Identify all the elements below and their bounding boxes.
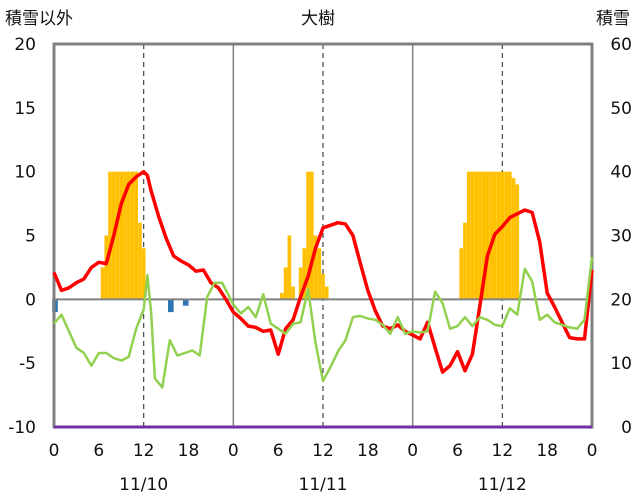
snow-bar (485, 171, 490, 300)
snow-bar (504, 171, 508, 300)
left-tick-label: 5 (25, 227, 36, 247)
snow-bar (291, 286, 295, 300)
snow-bar (515, 184, 520, 300)
snow-bar (474, 171, 479, 300)
x-tick-label: 0 (407, 441, 418, 461)
left-axis-title: 積雪以外 (5, 9, 73, 29)
snow-bar (283, 267, 288, 300)
snow-bar (478, 171, 482, 300)
x-tick-label: 0 (49, 441, 60, 461)
right-tick-label: 0 (621, 418, 632, 438)
snow-bar (123, 171, 127, 300)
snow-bar (463, 222, 467, 300)
grid (143, 44, 503, 427)
snow-bar (298, 267, 303, 300)
day-label: 11/11 (299, 475, 348, 495)
x-tick-label: 6 (93, 441, 104, 461)
snow-bar (511, 178, 516, 300)
left-tick-label: 10 (14, 163, 36, 183)
right-tick-label: 10 (610, 354, 632, 374)
left-tick-label: -10 (8, 418, 36, 438)
snow-bar (459, 248, 464, 300)
snow-bar (466, 171, 471, 300)
right-axis-title: 積雪 (596, 9, 630, 29)
snow-bar (130, 171, 135, 300)
day-label: 11/12 (478, 475, 527, 495)
snow-bar (507, 171, 512, 300)
x-tick-label: 18 (357, 441, 379, 461)
left-tick-label: 20 (14, 35, 36, 55)
right-tick-label: 50 (610, 99, 632, 119)
chart-title: 大樹 (301, 9, 335, 29)
x-tick-label: 6 (273, 441, 284, 461)
day-label: 11/10 (119, 475, 168, 495)
snow-bar (280, 292, 284, 300)
snow-bar (489, 171, 493, 300)
bars (52, 171, 520, 313)
x-tick-label: 6 (452, 441, 463, 461)
snow-bar (126, 171, 131, 300)
x-tick-label: 0 (587, 441, 598, 461)
x-tick-label: 12 (492, 441, 514, 461)
right-tick-label: 30 (610, 227, 632, 247)
snow-bar (496, 171, 501, 300)
snow-bar (119, 171, 124, 300)
snow-bar (317, 248, 322, 300)
lines (52, 169, 594, 429)
precip-bar (182, 299, 189, 306)
series-line-0 (52, 169, 594, 374)
snow-bar (306, 171, 310, 300)
snow-bar (100, 267, 105, 300)
right-tick-label: 20 (610, 290, 632, 310)
precip-bar (167, 299, 174, 313)
left-tick-label: -5 (19, 354, 36, 374)
snow-bar (134, 171, 139, 300)
left-tick-label: 15 (14, 99, 36, 119)
x-tick-label: 0 (228, 441, 239, 461)
x-tick-label: 12 (133, 441, 155, 461)
snow-bar (500, 171, 505, 300)
snow-bar (309, 171, 314, 300)
snow-bar (481, 171, 486, 300)
snow-bar (302, 248, 307, 300)
right-tick-label: 40 (610, 163, 632, 183)
snow-bar (141, 248, 146, 300)
snow-bar (108, 171, 112, 300)
snow-bar (287, 235, 292, 300)
series-line-1 (53, 257, 594, 389)
snow-bar (115, 171, 120, 300)
snow-bar (324, 286, 329, 300)
snow-bar (104, 235, 109, 300)
x-tick-label: 18 (536, 441, 558, 461)
snow-bar (470, 171, 475, 300)
right-tick-label: 60 (610, 35, 632, 55)
snow-bar (138, 222, 142, 300)
snow-bar (321, 273, 325, 300)
snow-bar (313, 235, 318, 300)
x-tick-label: 12 (312, 441, 334, 461)
x-tick-label: 18 (178, 441, 200, 461)
left-tick-label: 0 (25, 290, 36, 310)
